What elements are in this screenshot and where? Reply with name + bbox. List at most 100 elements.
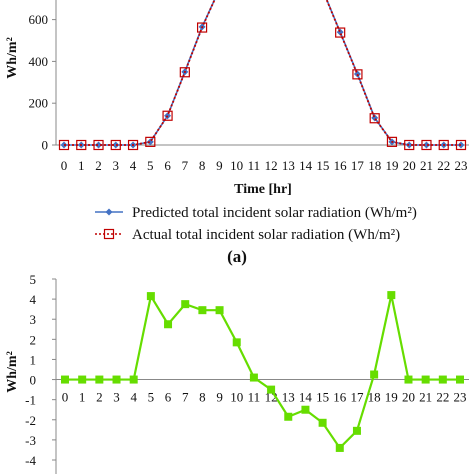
chart-b-point (301, 405, 310, 414)
chart-a-point (76, 139, 87, 151)
chart-b-point (164, 320, 173, 329)
legend-marker (103, 228, 115, 240)
chart-b-x-tick-label: 18 (368, 390, 381, 405)
chart-b-x-tick-label: 5 (148, 390, 155, 405)
chart-b-point (267, 385, 276, 394)
chart-b-x-tick-label: 4 (130, 390, 137, 405)
chart-a-x-tick-label: 19 (385, 158, 398, 173)
chart-a-x-tick-label: 14 (299, 158, 313, 173)
chart-a-point (421, 139, 432, 151)
chart-a-y-tick-label: 0 (42, 138, 49, 153)
chart-a-x-tick-label: 0 (61, 158, 68, 173)
chart-a-point (438, 139, 449, 151)
chart-a-point (404, 139, 415, 151)
chart-b-x-tick-label: 20 (402, 390, 415, 405)
chart-a-y-tick-label: 400 (29, 54, 49, 69)
chart-b-x-tick-label: 0 (62, 390, 69, 405)
chart-a-point (352, 69, 363, 80)
chart-b-x-tick-label: 16 (333, 390, 347, 405)
chart-a-point (95, 141, 103, 149)
chart-b-x-tick-label: 7 (182, 390, 189, 405)
chart-a-x-tick-label: 1 (78, 158, 85, 173)
chart-a-x-tick-label: 5 (147, 158, 154, 173)
chart-a-x-tick-label: 6 (164, 158, 171, 173)
chart-a-x-tick-label: 3 (113, 158, 120, 173)
chart-b-point (78, 375, 87, 384)
chart-a-x-tick-label: 13 (282, 158, 295, 173)
chart-a-x-tick-label: 17 (351, 158, 365, 173)
chart-b-x-tick-label: 15 (316, 390, 329, 405)
chart-b-x-tick-label: 11 (248, 390, 261, 405)
chart-b-point (370, 370, 379, 379)
chart-b-y-tick-label: 0 (30, 373, 37, 388)
chart-a-x-tick-label: 9 (216, 158, 223, 173)
chart-b-x-tick-label: 6 (165, 390, 172, 405)
chart-a-x-tick-label: 12 (265, 158, 278, 173)
chart-b-x-tick-label: 2 (96, 390, 103, 405)
chart-a-x-tick-label: 10 (230, 158, 243, 173)
chart-a-point (162, 110, 173, 121)
chart-a-point (93, 139, 104, 151)
chart-a-legend-label: Predicted total incident solar radiation… (132, 205, 417, 221)
chart-a-point (112, 141, 120, 149)
chart-b-point (61, 375, 69, 384)
chart-a: 0200400600800 01234567891011121314151617… (5, 0, 469, 266)
chart-b-point (95, 375, 104, 384)
chart-a-y-axis-label: Wh/m² (5, 37, 20, 79)
chart-b-y-tick-label: -2 (25, 413, 36, 428)
chart-b-y-tick-label: 1 (30, 352, 37, 367)
chart-b-y-tick-label: -4 (25, 453, 36, 468)
chart-b-x-tick-label: 19 (385, 390, 398, 405)
chart-b-point (215, 306, 224, 315)
chart-b-y-tick-label: 4 (30, 292, 37, 307)
chart-a-x-tick-label: 20 (403, 158, 416, 173)
chart-b-point (421, 375, 430, 384)
chart-b-series-0 (61, 291, 464, 452)
chart-b-point (318, 418, 327, 427)
chart-a-point (422, 141, 430, 149)
chart-a-point (455, 139, 467, 151)
chart-a-y-tick-label: 600 (29, 12, 49, 27)
chart-b-x-tick-label: 1 (79, 390, 86, 405)
chart-b-y-tick-label: -3 (25, 433, 36, 448)
chart-b-x-tick-label: 17 (350, 390, 364, 405)
chart-b-x-tick-label: 23 (454, 390, 467, 405)
chart-b-point (284, 412, 293, 421)
chart-a-x-axis-label: Time [hr] (234, 182, 292, 197)
chart-a-x-tick-label: 11 (248, 158, 261, 173)
chart-a-x-tick-label: 23 (455, 158, 468, 173)
chart-b-point (335, 443, 344, 452)
chart-a-point (145, 136, 156, 147)
chart-b-series-line (65, 293, 460, 450)
chart-b-point (232, 338, 241, 347)
chart-a-series-line (64, 0, 461, 146)
chart-b-point (129, 375, 138, 384)
chart-b-x-tick-label: 9 (216, 390, 223, 405)
chart-a-x-tick-label: 18 (368, 158, 381, 173)
chart-a-x-tick-label: 16 (334, 158, 348, 173)
chart-b-x-tick-label: 14 (299, 390, 313, 405)
chart-b-point (438, 375, 447, 384)
chart-a-legend-item: Predicted total incident solar radiation… (95, 205, 417, 221)
chart-a-legend-label: Actual total incident solar radiation (W… (132, 227, 400, 243)
chart-b-point (198, 306, 207, 315)
chart-a-legend-item: Actual total incident solar radiation (W… (95, 227, 400, 243)
chart-a-series-line (64, 0, 461, 146)
chart-b-point (404, 375, 413, 384)
chart-a-point (179, 67, 190, 78)
chart-b-point (387, 291, 396, 300)
chart-b-point (249, 373, 258, 382)
chart-a-series-1 (58, 0, 467, 151)
chart-a-series-0 (60, 0, 465, 149)
chart-b-point (112, 375, 121, 384)
chart-a-point (127, 139, 139, 151)
legend-marker (105, 208, 113, 216)
chart-b-point (181, 300, 190, 309)
chart-b-point (352, 426, 361, 435)
chart-b-x-tick-label: 3 (113, 390, 120, 405)
chart-a-point (386, 136, 398, 147)
chart-b-x-tick-label: 8 (199, 390, 206, 405)
chart-a-point (335, 27, 346, 38)
chart-a-point (58, 139, 70, 151)
